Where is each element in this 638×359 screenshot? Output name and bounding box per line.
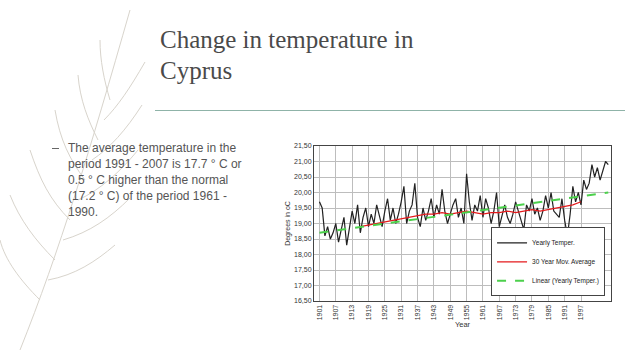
svg-text:1991: 1991 [561, 305, 568, 321]
svg-text:1931: 1931 [397, 305, 404, 321]
svg-text:20,50: 20,50 [294, 173, 312, 180]
svg-text:21,50: 21,50 [294, 142, 312, 149]
svg-text:16,50: 16,50 [294, 297, 312, 304]
svg-text:1937: 1937 [414, 305, 421, 321]
svg-text:18,00: 18,00 [294, 251, 312, 258]
html-text:The average temperature in the: The average temperature in the period 19… [68, 141, 242, 219]
svg-text:17,50: 17,50 [294, 266, 312, 273]
svg-text:1997: 1997 [577, 305, 584, 321]
svg-text:18,50: 18,50 [294, 235, 312, 242]
svg-text:30 Year Mov. Average: 30 Year Mov. Average [532, 258, 595, 266]
svg-text:1913: 1913 [348, 305, 355, 321]
svg-text:1901: 1901 [316, 305, 323, 321]
svg-text:1919: 1919 [365, 305, 372, 321]
svg-text:1973: 1973 [512, 305, 519, 321]
svg-text:Linear (Yearly Temper.): Linear (Yearly Temper.) [532, 277, 599, 285]
svg-text:1949: 1949 [447, 305, 454, 321]
svg-text:19,00: 19,00 [294, 220, 312, 227]
svg-text:20,00: 20,00 [294, 189, 312, 196]
svg-text:1961: 1961 [479, 305, 486, 321]
svg-text:1967: 1967 [496, 305, 503, 321]
svg-text:17,00: 17,00 [294, 282, 312, 289]
svg-text:1907: 1907 [332, 305, 339, 321]
html-text:Change in temperature in Cypru: Change in temperature in Cyprus [160, 26, 414, 84]
svg-text:1925: 1925 [381, 305, 388, 321]
svg-text:Degrees in oC: Degrees in oC [284, 201, 292, 246]
svg-text:Yearly Temper.: Yearly Temper. [532, 239, 575, 247]
svg-text:Year: Year [455, 320, 471, 329]
svg-text:1955: 1955 [463, 305, 470, 321]
svg-text:1943: 1943 [430, 305, 437, 321]
svg-text:1979: 1979 [528, 305, 535, 321]
svg-text:1985: 1985 [545, 305, 552, 321]
svg-text:21,00: 21,00 [294, 158, 312, 165]
svg-text:19,50: 19,50 [294, 204, 312, 211]
